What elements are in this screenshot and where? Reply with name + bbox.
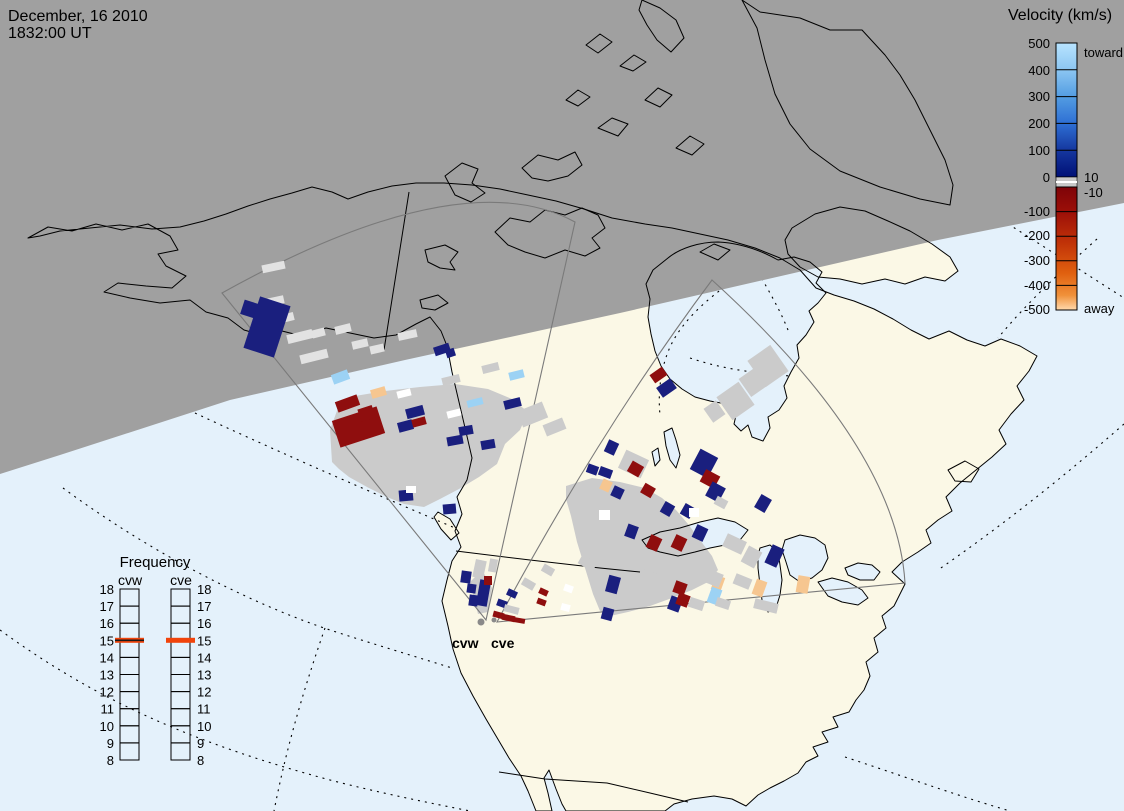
velocity-cell [484, 576, 492, 585]
colorbar-away-segment [1056, 187, 1077, 310]
frequency-scale-label: 15 [100, 633, 114, 648]
tick-m200: -200 [1024, 228, 1050, 243]
minus10-label: -10 [1084, 185, 1103, 200]
velocity-cell [460, 570, 472, 583]
frequency-scale-label: 12 [197, 685, 211, 700]
frequency-scale-label: 10 [100, 719, 114, 734]
frequency-scale-label: 11 [101, 702, 115, 717]
frequency-marker-cve [166, 638, 195, 643]
plus10-label: 10 [1084, 170, 1098, 185]
frequency-col-cvw: cvw [118, 572, 143, 588]
tick-400: 400 [1028, 63, 1050, 78]
tick-200: 200 [1028, 116, 1050, 131]
frequency-scale-label: 12 [100, 685, 114, 700]
frequency-scale-label: 13 [197, 668, 211, 683]
tick-500: 500 [1028, 36, 1050, 51]
time-label: 1832:00 UT [8, 25, 92, 42]
frequency-scale-label: 8 [107, 753, 114, 768]
velocity-cell [443, 503, 457, 514]
radar-origin-dot [478, 619, 485, 626]
frequency-title: Frequency [120, 554, 191, 571]
frequency-scale-label: 9 [197, 736, 204, 751]
tick-m300: -300 [1024, 253, 1050, 268]
frequency-scale-label: 13 [100, 668, 114, 683]
frequency-scale-label: 14 [197, 650, 211, 665]
frequency-scale-label: 17 [197, 599, 211, 614]
frequency-scale-label: 8 [197, 753, 204, 768]
velocity-cell [599, 510, 610, 520]
frequency-scale-label: 10 [197, 719, 211, 734]
radar-map-screen: cvw cve December, 16 2010 1832:00 UT Vel… [0, 0, 1124, 811]
map-canvas: cvw cve December, 16 2010 1832:00 UT Vel… [0, 0, 1124, 811]
frequency-scale-label: 16 [100, 616, 114, 631]
colorbar-toward-segment [1056, 43, 1077, 177]
frequency-scale-label: 16 [197, 616, 211, 631]
frequency-scale-label: 18 [100, 582, 114, 597]
frequency-scale-label: 11 [197, 702, 211, 717]
frequency-scale-label: 14 [100, 650, 114, 665]
radar-label-cve: cve [491, 635, 515, 651]
tick-300: 300 [1028, 89, 1050, 104]
colorbar-title: Velocity (km/s) [1008, 7, 1112, 24]
frequency-scale-label: 9 [107, 736, 114, 751]
tick-m400: -400 [1024, 278, 1050, 293]
frequency-col-cve: cve [170, 572, 192, 588]
radar-origin-dot [492, 618, 497, 623]
tick-m100: -100 [1024, 204, 1050, 219]
velocity-cell [466, 583, 476, 593]
away-label: away [1084, 301, 1115, 316]
radar-label-cvw: cvw [452, 635, 479, 651]
toward-label: toward [1084, 45, 1123, 60]
velocity-cell [406, 486, 416, 493]
tick-0: 0 [1043, 170, 1050, 185]
date-label: December, 16 2010 [8, 8, 148, 25]
frequency-scale-label: 18 [197, 582, 211, 597]
velocity-cell [689, 508, 699, 517]
tick-100: 100 [1028, 143, 1050, 158]
frequency-scale-label: 15 [197, 633, 211, 648]
tick-m500: -500 [1024, 302, 1050, 317]
frequency-scale-label: 17 [100, 599, 114, 614]
